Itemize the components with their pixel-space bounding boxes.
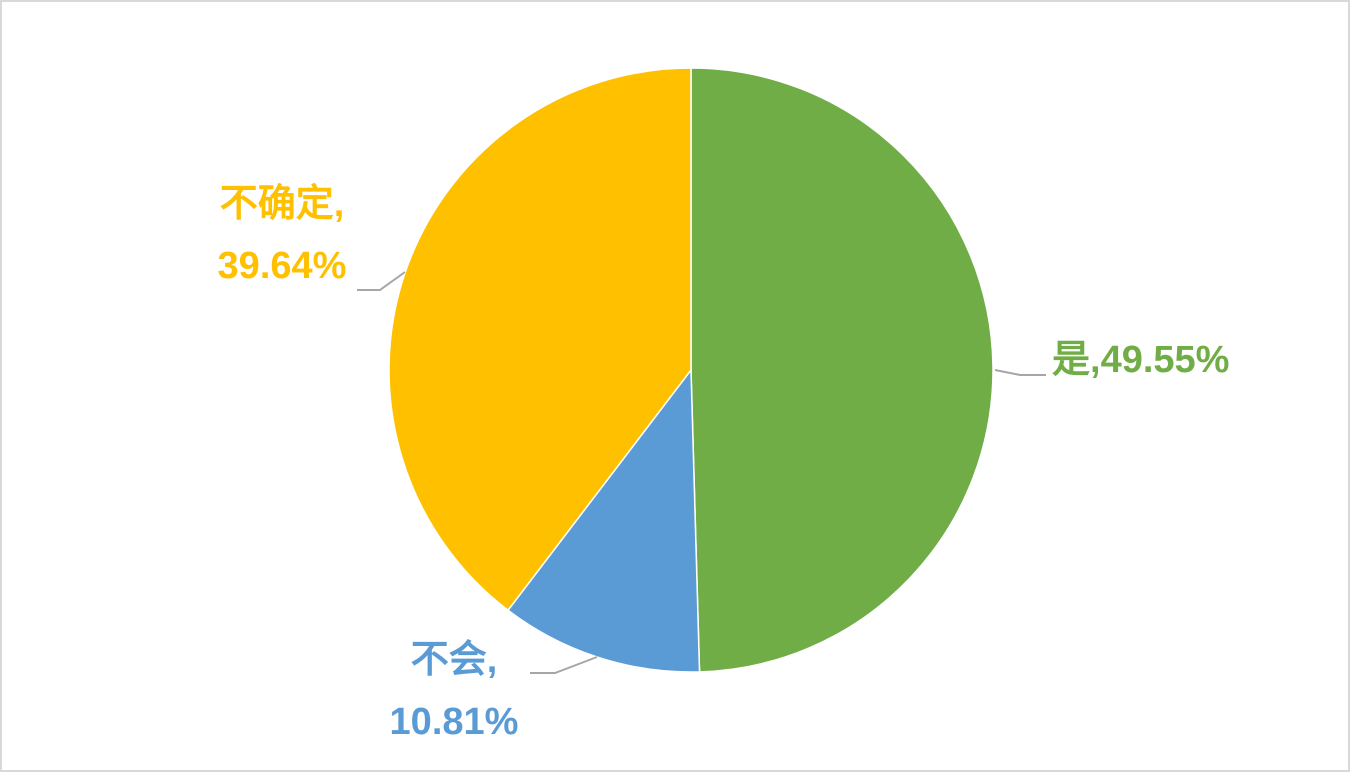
data-label: 不会, <box>411 639 498 681</box>
pie-slice <box>690 67 994 673</box>
leader-line <box>994 369 1046 376</box>
data-label: 10.81% <box>390 701 519 743</box>
label-value: 39.64% <box>218 245 347 287</box>
label-separator: , <box>487 639 498 681</box>
pie-slice <box>506 367 701 673</box>
pie-slice <box>388 67 692 612</box>
label-value: 49.55% <box>1101 339 1230 381</box>
leader-line <box>357 271 406 291</box>
label-value: 10.81% <box>390 701 519 743</box>
label-category: 不会 <box>411 639 487 681</box>
leader-line <box>530 656 598 674</box>
data-label: 是,49.55% <box>1052 339 1229 381</box>
label-category: 是 <box>1052 339 1090 381</box>
label-separator: , <box>1090 339 1101 381</box>
label-category: 不确定 <box>220 183 334 225</box>
data-label: 39.64% <box>218 245 347 287</box>
data-label: 不确定, <box>220 183 345 225</box>
label-separator: , <box>334 183 345 225</box>
